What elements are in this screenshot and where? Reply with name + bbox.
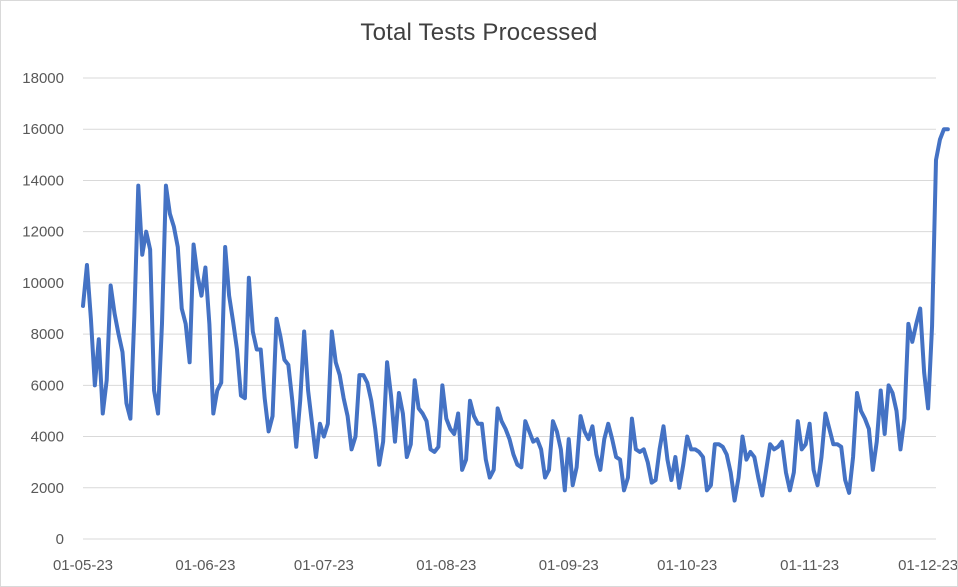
chart-title: Total Tests Processed: [360, 19, 598, 46]
y-tick-label: 14000: [22, 172, 64, 189]
y-tick-label: 10000: [22, 275, 64, 292]
y-tick-label: 6000: [31, 377, 64, 394]
x-tick-label: 01-10-23: [657, 557, 717, 574]
y-tick-label: 18000: [22, 70, 64, 87]
y-tick-label: 16000: [22, 121, 64, 138]
x-tick-label: 01-11-23: [780, 557, 839, 574]
y-tick-label: 0: [56, 531, 64, 548]
x-tick-label: 01-08-23: [416, 557, 476, 574]
y-tick-label: 8000: [31, 326, 64, 343]
y-tick-label: 12000: [22, 224, 64, 241]
x-tick-label: 01-06-23: [175, 557, 235, 574]
x-tick-label: 01-09-23: [539, 557, 599, 574]
x-tick-label: 01-05-23: [53, 557, 113, 574]
y-tick-label: 4000: [31, 429, 64, 446]
series-line: [81, 127, 950, 503]
x-tick-label: 01-07-23: [294, 557, 354, 574]
x-tick-label: 01-12-23: [898, 557, 957, 574]
y-tick-label: 2000: [31, 480, 64, 497]
